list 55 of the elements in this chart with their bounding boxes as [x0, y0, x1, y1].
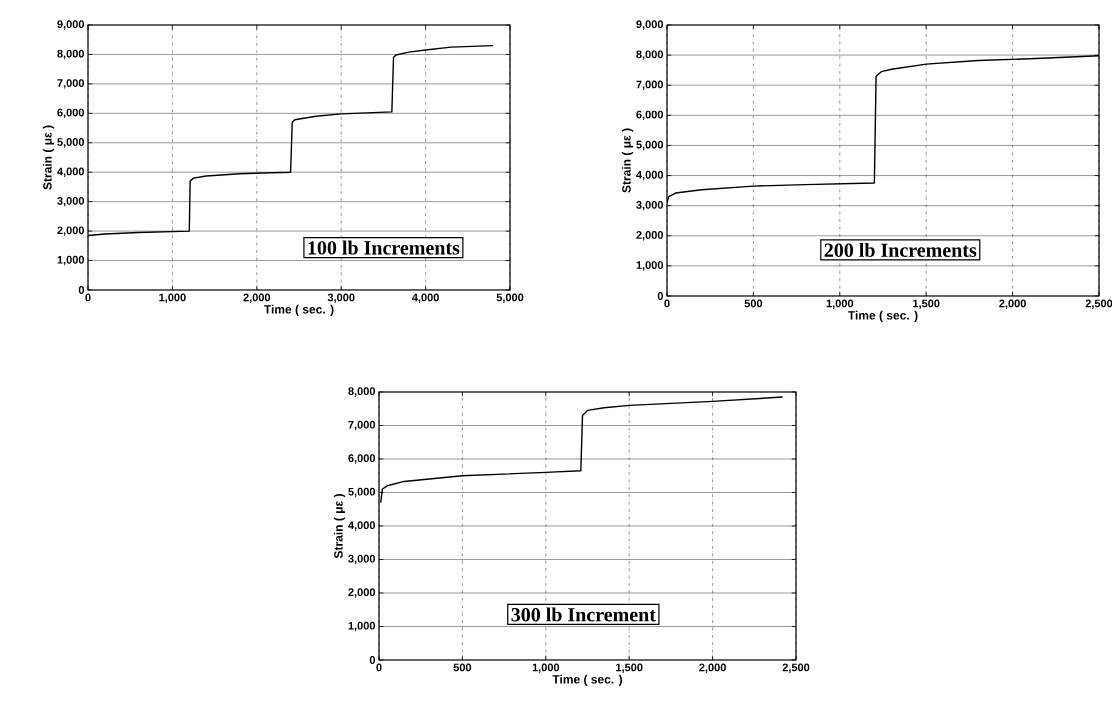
x-tick-label: 5,000 [496, 293, 524, 303]
y-tick-label: 6,000 [57, 108, 85, 119]
x-tick-label: 0 [85, 293, 91, 302]
x-tick-label: 1,500 [913, 299, 940, 309]
y-tick-label: 9,000 [636, 20, 664, 30]
y-tick-label: 1,000 [57, 255, 85, 266]
x-axis-title: Time ( sec. ) [552, 674, 623, 686]
annotation: 100 lb Increments [308, 240, 460, 255]
y-tick-label: 4,000 [348, 521, 376, 531]
x-tick-label: 1,000 [532, 663, 560, 673]
x-tick-label: 2,000 [699, 663, 726, 673]
y-axis-title: Strain ( με ) [42, 125, 55, 190]
x-tick-label: 3,000 [327, 293, 355, 303]
y-axis-title: Strain ( με ) [621, 128, 634, 193]
y-tick-label: 2,000 [636, 231, 664, 241]
x-tick-label: 500 [744, 299, 763, 308]
y-tick-label: 7,000 [348, 420, 376, 431]
x-tick-label: 1,000 [159, 293, 186, 303]
y-tick-label: 3,000 [348, 554, 376, 565]
y-tick-label: 8,000 [636, 50, 664, 60]
y-tick-label: 5,000 [636, 140, 664, 151]
y-tick-label: 1,000 [636, 261, 664, 271]
y-tick-label: 7,000 [636, 80, 664, 90]
y-tick-label: 6,000 [348, 454, 376, 464]
x-tick-label: 1,000 [826, 299, 854, 309]
y-tick-label: 4,000 [57, 167, 85, 177]
y-tick-label: 4,000 [636, 170, 664, 181]
annotation: 200 lb Increments [824, 242, 977, 257]
y-tick-label: 5,000 [57, 138, 85, 148]
y-tick-label: 6,000 [636, 110, 664, 121]
x-tick-label: 2,500 [782, 663, 810, 673]
annotation: 300 lb Increment [511, 607, 656, 622]
x-tick-label: 1,500 [616, 663, 643, 673]
y-tick-label: 2,000 [348, 588, 376, 598]
x-tick-label: 0 [376, 663, 382, 672]
x-tick-label: 0 [664, 299, 670, 308]
x-tick-label: 500 [453, 663, 472, 672]
y-tick-label: 1,000 [348, 621, 376, 632]
x-tick-label: 2,500 [1085, 299, 1112, 309]
y-tick-label: 3,000 [636, 200, 664, 211]
x-tick-label: 4,000 [412, 293, 439, 303]
y-tick-label: 0 [369, 656, 376, 664]
x-axis-title: Time ( sec. ) [848, 310, 918, 322]
y-axis-title: Strain ( με ) [333, 494, 346, 559]
x-tick-label: 2,000 [999, 299, 1026, 309]
y-tick-label: 9,000 [57, 20, 85, 30]
y-tick-label: 8,000 [57, 49, 85, 60]
y-tick-label: 2,000 [57, 226, 85, 236]
y-tick-label: 5,000 [348, 487, 376, 498]
x-tick-label: 2,000 [243, 293, 271, 303]
x-axis-title: Time ( sec. ) [264, 304, 334, 316]
y-tick-label: 0 [78, 286, 85, 294]
y-tick-label: 8,000 [348, 387, 376, 397]
y-tick-label: 7,000 [57, 79, 85, 89]
y-tick-label: 3,000 [57, 196, 85, 207]
